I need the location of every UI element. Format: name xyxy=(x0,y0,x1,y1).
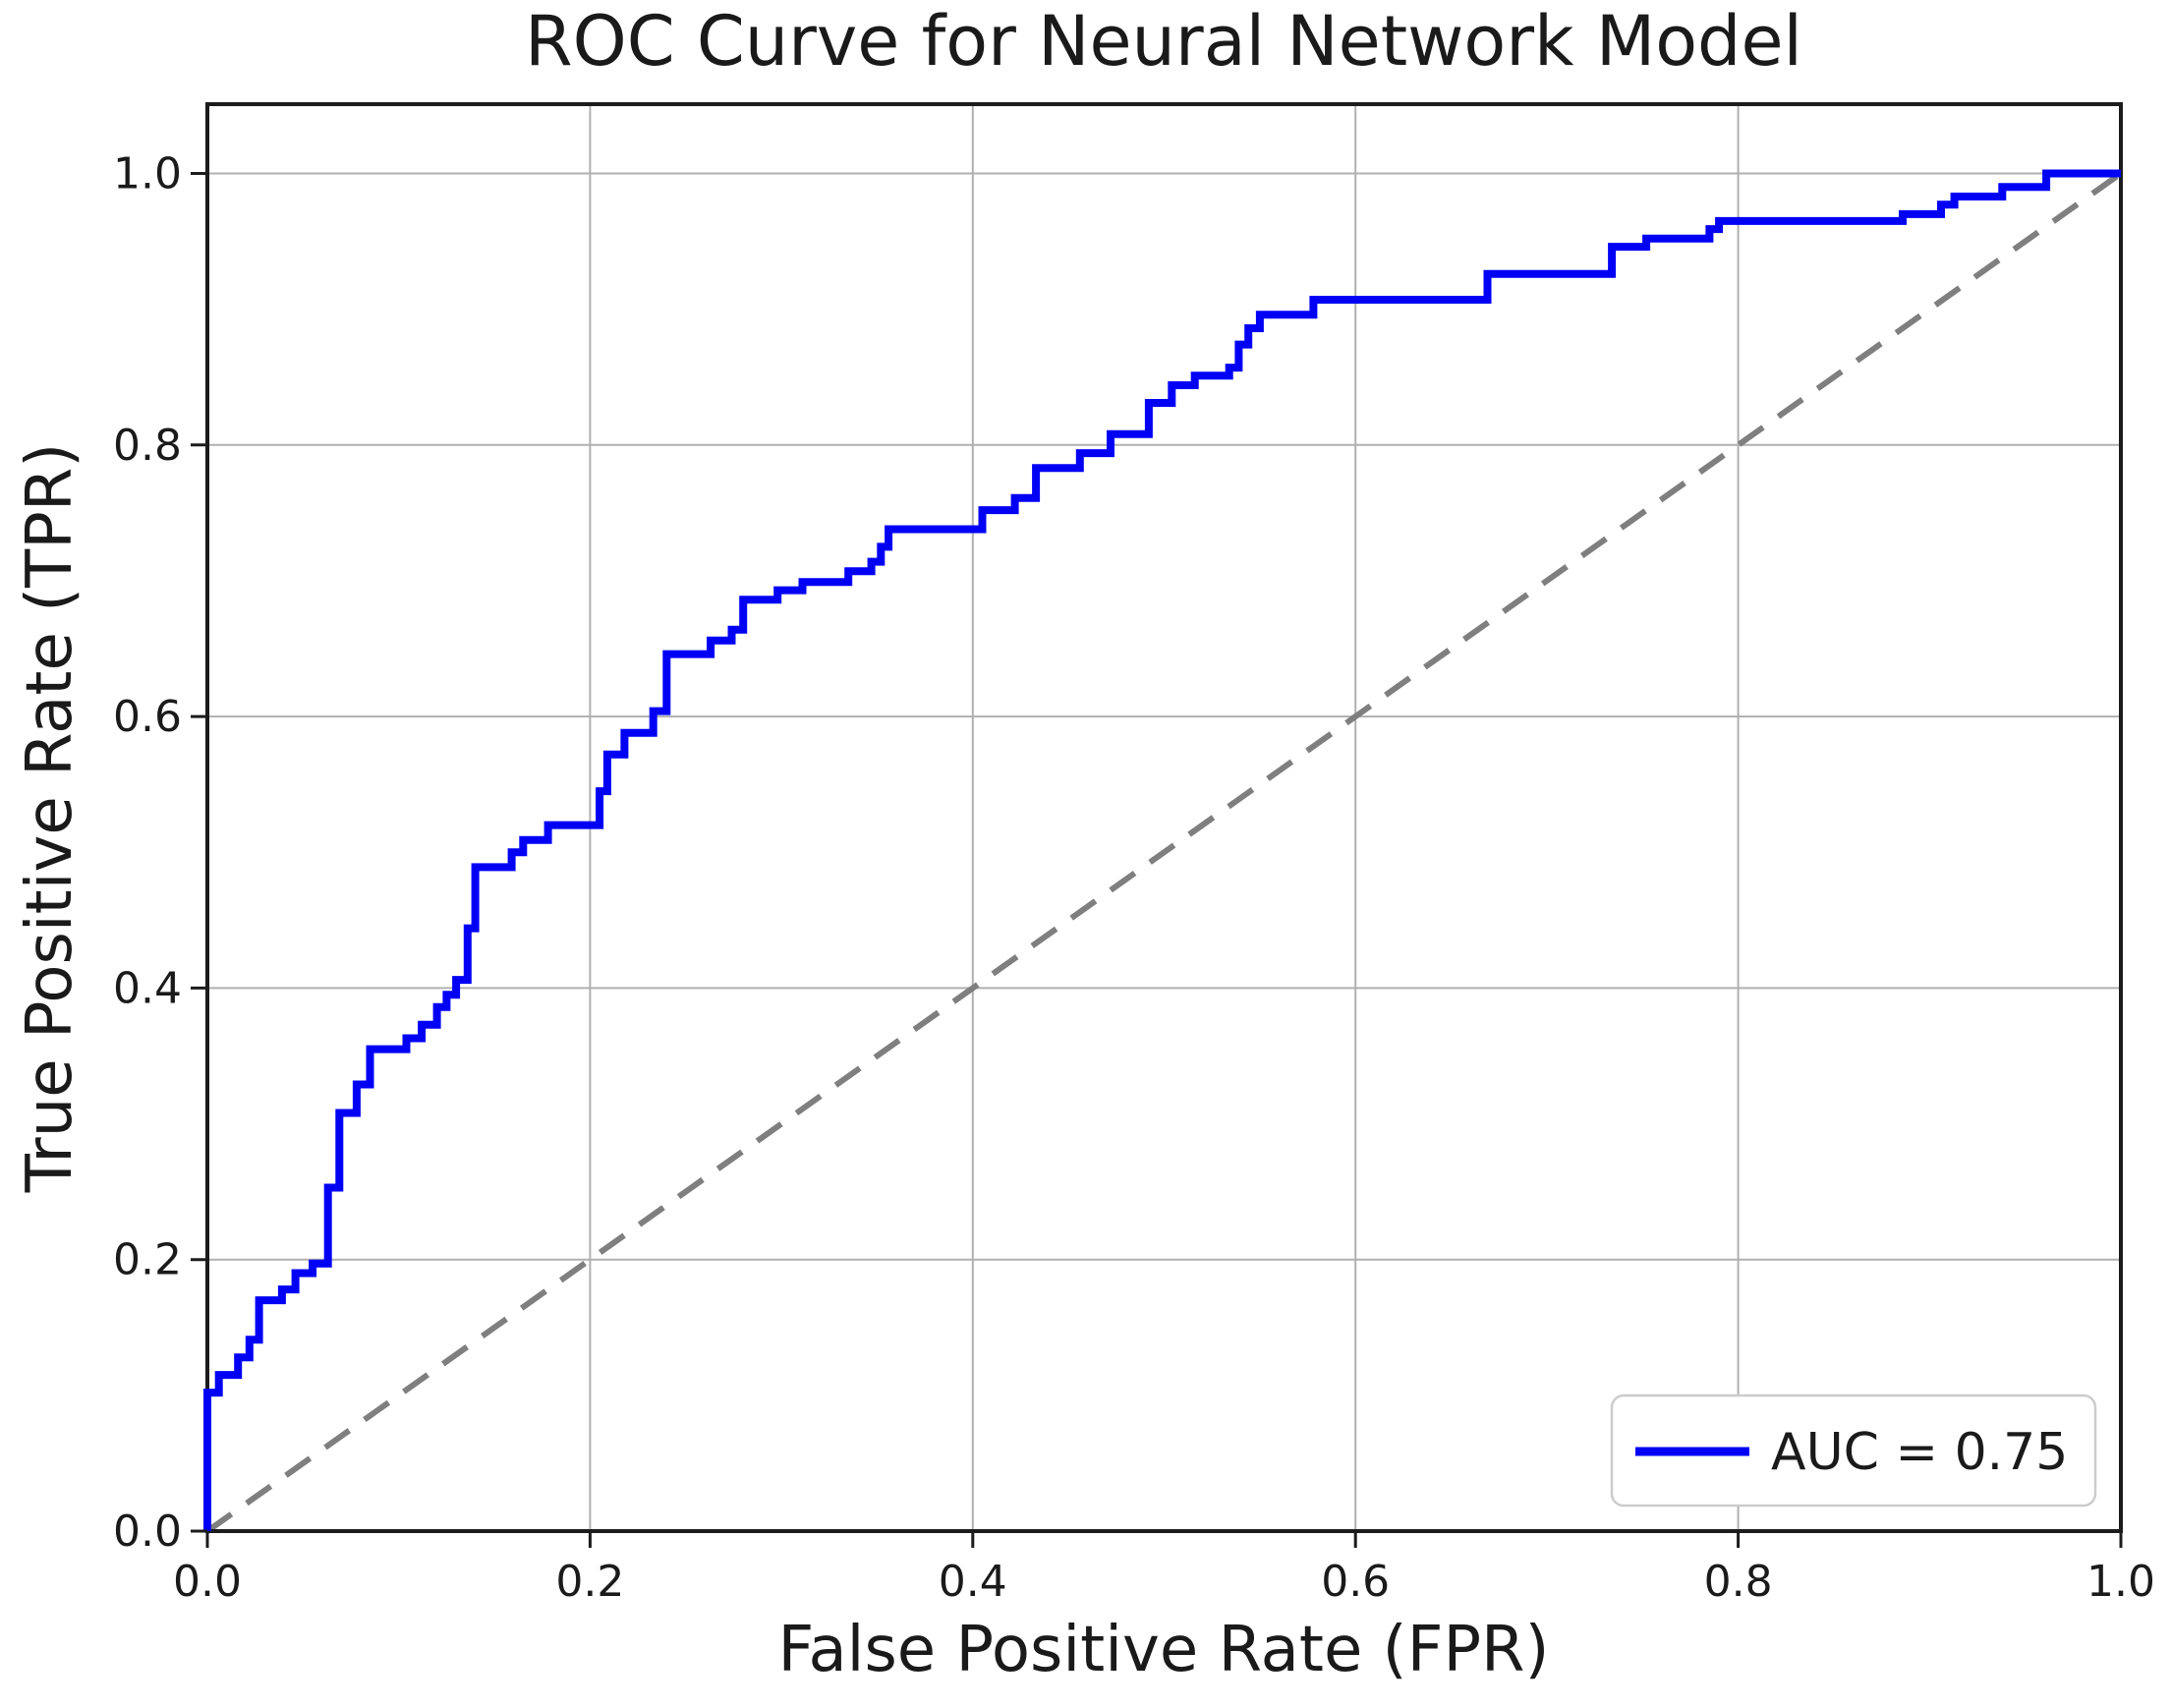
plot-border-rect xyxy=(205,102,2123,1533)
gridlines xyxy=(206,104,2122,1532)
chart-title: ROC Curve for Neural Network Model xyxy=(525,1,1802,82)
x-tick-label-0.2: 0.2 xyxy=(555,1557,624,1607)
legend: AUC = 0.75 xyxy=(1610,1394,2097,1508)
y-tick-label-0.8: 0.8 xyxy=(113,421,182,471)
y-axis-label: True Positive Rate (TPR) xyxy=(14,443,86,1194)
x-tick-label-0.0: 0.0 xyxy=(173,1557,242,1607)
legend-entry-label: AUC = 0.75 xyxy=(1771,1423,2068,1482)
y-tick-label-0.2: 0.2 xyxy=(113,1235,182,1285)
data-series xyxy=(205,171,2123,1534)
y-tick-label-1.0: 1.0 xyxy=(113,149,182,199)
x-tick-label-1.0: 1.0 xyxy=(2086,1557,2155,1607)
chance-diagonal-line xyxy=(205,171,2123,1534)
y-tick-labels: 0.0 0.2 0.4 0.6 0.8 1.0 xyxy=(113,149,182,1558)
x-axis-label: False Positive Rate (FPR) xyxy=(778,1614,1550,1686)
roc-curve-line xyxy=(203,169,2121,1531)
plot-border xyxy=(203,102,2123,1533)
y-tick-label-0.6: 0.6 xyxy=(113,692,182,742)
x-tick-label-0.6: 0.6 xyxy=(1321,1557,1390,1607)
x-tick-label-0.8: 0.8 xyxy=(1704,1557,1773,1607)
y-tick-label-0.4: 0.4 xyxy=(113,963,182,1013)
x-tick-labels: 0.0 0.2 0.4 0.6 0.8 1.0 xyxy=(173,1557,2155,1607)
axis-ticks xyxy=(191,172,2123,1548)
legend-box xyxy=(1610,1394,2097,1508)
y-tick-label-0.0: 0.0 xyxy=(113,1507,182,1557)
x-tick-label-0.4: 0.4 xyxy=(939,1557,1007,1607)
